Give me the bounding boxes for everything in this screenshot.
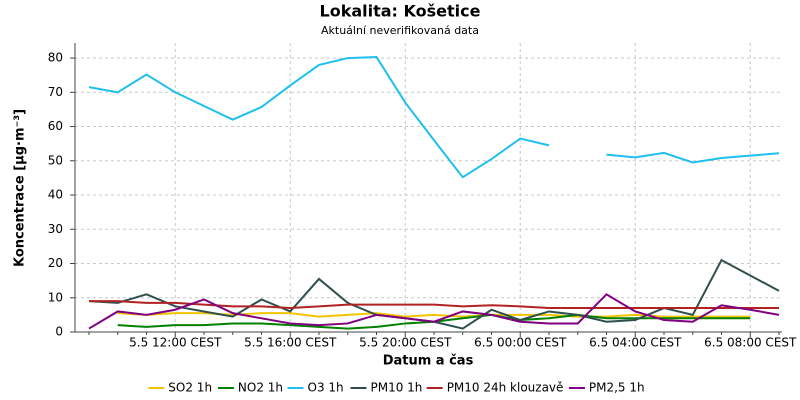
series-line xyxy=(88,56,550,179)
legend-label: PM10 24h klouzavě xyxy=(447,381,564,395)
x-tick-label: 5.5 20:00 CEST xyxy=(359,336,452,350)
chart-subtitle: Aktuální neverifikovaná data xyxy=(321,24,479,37)
y-tick-label: 60 xyxy=(48,119,63,133)
x-tick-label: 6.5 00:00 CEST xyxy=(474,336,567,350)
legend-label: O3 1h xyxy=(308,381,344,395)
x-tick-label: 6.5 04:00 CEST xyxy=(589,336,682,350)
y-tick-label: 20 xyxy=(48,256,63,270)
series-line xyxy=(88,293,780,330)
series-line xyxy=(606,151,780,164)
series-line xyxy=(89,300,779,310)
legend-label: PM2,5 1h xyxy=(589,381,645,395)
chart-title: Lokalita: Košetice xyxy=(320,2,481,21)
x-tick-label: 5.5 16:00 CEST xyxy=(244,336,337,350)
y-tick-label: 80 xyxy=(48,51,63,65)
x-tick-label: 6.5 08:00 CEST xyxy=(704,336,797,350)
x-tick-label: 5.5 12:00 CEST xyxy=(129,336,222,350)
legend-label: NO2 1h xyxy=(238,381,283,395)
y-axis-label: Koncentrace [µg·m⁻³] xyxy=(13,109,28,267)
y-tick-label: 0 xyxy=(55,325,63,339)
x-axis-label: Datum a čas xyxy=(383,354,474,369)
y-tick-label: 30 xyxy=(48,222,63,236)
y-tick-label: 70 xyxy=(48,85,63,99)
legend-label: PM10 1h xyxy=(371,381,423,395)
legend-label: SO2 1h xyxy=(168,381,212,395)
y-tick-label: 50 xyxy=(48,153,63,167)
plot-area xyxy=(75,43,782,332)
y-tick-label: 10 xyxy=(48,290,63,304)
y-tick-label: 40 xyxy=(48,188,63,202)
